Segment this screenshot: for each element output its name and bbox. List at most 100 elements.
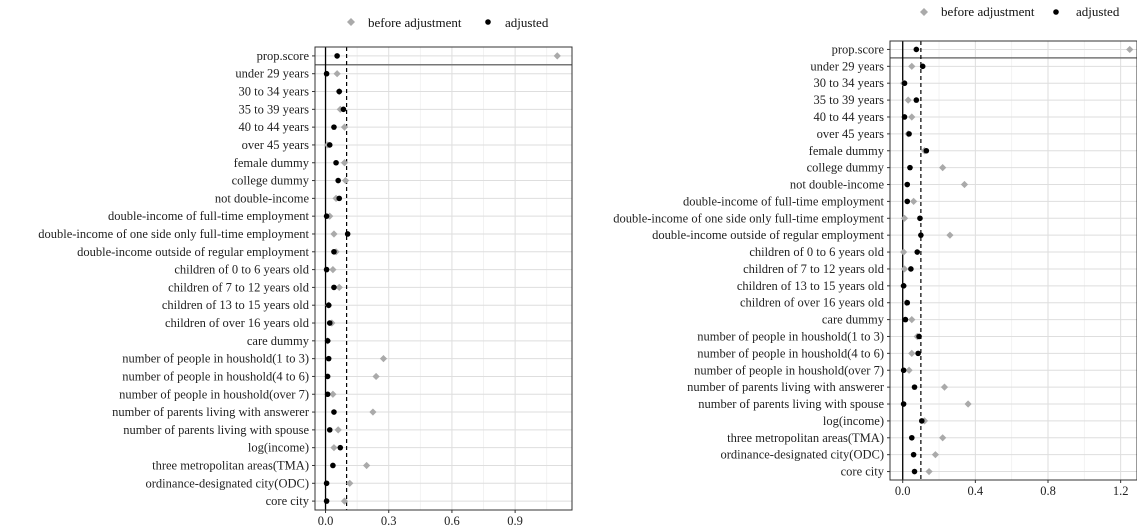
point-before-adjustment (329, 390, 337, 398)
panel-background-right (890, 41, 1137, 480)
y-tick-label: number of parents living with answerer (687, 380, 885, 394)
legend-right-adjusted-label: adjusted (1076, 4, 1120, 19)
y-tick-label: core city (266, 494, 310, 508)
point-adjusted (324, 391, 331, 398)
y-tick-label: three metropolitan areas(TMA) (727, 431, 884, 445)
point-adjusted (923, 147, 930, 154)
point-before-adjustment (910, 197, 918, 206)
x-tick-label: 0.8 (1040, 484, 1056, 498)
legend-right-before-label: before adjustment (941, 4, 1035, 19)
point-adjusted (906, 131, 912, 137)
point-adjusted (344, 231, 351, 237)
point-before-adjustment (333, 70, 341, 78)
y-tick-label: under 29 years (810, 59, 884, 73)
point-adjusted (918, 418, 925, 424)
panel-border-left (314, 46, 573, 511)
point-adjusted (326, 427, 333, 433)
y-tick-label: prop.score (832, 42, 885, 56)
point-adjusted (325, 302, 332, 309)
point-before-adjustment (340, 159, 349, 167)
point-adjusted (323, 266, 330, 273)
y-tick-label: children of 7 to 12 years old (168, 280, 310, 294)
y-tick-label: 35 to 39 years (814, 93, 885, 107)
point-before-adjustment (363, 461, 371, 470)
y-tick-label: number of people in houshold(4 to 6) (122, 369, 309, 383)
point-before-adjustment (939, 164, 947, 172)
y-tick-label: college dummy (807, 161, 885, 175)
y-tick-label: number of parents living with answerer (112, 405, 310, 419)
x-tick-label: 0.0 (895, 484, 911, 498)
point-before-adjustment (900, 265, 909, 273)
y-tick-label: core city (841, 465, 885, 479)
balance-chart-left: prop.score under 29 years 30 to 34 years 35… (38, 46, 573, 527)
y-tick-label: number of parents living with spouse (698, 397, 884, 411)
point-before-adjustment (329, 265, 337, 274)
point-before-adjustment (1126, 45, 1134, 54)
point-adjusted (918, 232, 924, 238)
y-tick-label: number of people in houshold(over 7) (119, 387, 309, 401)
point-adjusted (913, 97, 920, 103)
y-tick-label: 40 to 44 years (814, 110, 885, 124)
y-tick-label: female dummy (234, 156, 310, 170)
y-tick-label: college dummy (232, 174, 310, 188)
point-adjusted (331, 248, 337, 255)
point-adjusted (330, 462, 336, 469)
x-tick-label: 0.9 (507, 514, 523, 527)
point-before-adjustment (908, 113, 916, 121)
point-before-adjustment (939, 434, 947, 442)
point-adjusted (904, 181, 911, 188)
point-adjusted (337, 444, 344, 451)
point-adjusted (334, 53, 340, 59)
y-tick-label: children of 7 to 12 years old (743, 262, 885, 276)
legend-right: before adjustment adjusted (920, 4, 1120, 19)
y-tick-label: care dummy (822, 313, 885, 327)
legend-left: before adjustment adjusted (347, 15, 549, 30)
y-tick-label: children of 13 to 15 years old (737, 279, 885, 293)
point-before-adjustment (900, 214, 909, 222)
point-adjusted (323, 498, 330, 504)
point-adjusted (323, 70, 330, 77)
point-before-adjustment (335, 283, 343, 292)
y-tick-label: prop.score (257, 49, 310, 63)
point-before-adjustment (931, 451, 940, 459)
y-tick-label: log(income) (823, 414, 884, 428)
point-adjusted (913, 46, 920, 53)
point-adjusted (331, 284, 337, 291)
y-tick-label: double-income outside of regular employm… (77, 245, 309, 259)
point-adjusted (900, 367, 907, 374)
point-before-adjustment (908, 349, 916, 357)
y-tick-label: number of people in houshold(1 to 3) (697, 329, 884, 343)
y-tick-label: children of 0 to 6 years old (174, 263, 309, 277)
point-adjusted (331, 124, 337, 130)
y-tick-label: over 45 years (242, 138, 309, 152)
legend-right-adjusted-marker (1053, 9, 1059, 15)
point-before-adjustment (330, 444, 338, 452)
point-adjusted (908, 266, 914, 272)
y-tick-label: not double-income (215, 191, 310, 205)
point-before-adjustment (900, 248, 908, 256)
point-before-adjustment (904, 96, 912, 104)
y-tick-label: number of parents living with spouse (123, 423, 309, 437)
point-adjusted (911, 384, 918, 390)
point-before-adjustment (960, 180, 969, 189)
y-tick-label: double-income outside of regular employm… (652, 228, 884, 242)
point-before-adjustment (553, 52, 561, 60)
point-adjusted (901, 114, 908, 120)
point-adjusted (323, 213, 330, 219)
point-adjusted (323, 480, 330, 487)
point-adjusted (900, 401, 907, 407)
y-tick-label: double-income of one side only full-time… (38, 227, 309, 241)
point-adjusted (331, 409, 337, 415)
y-tick-label: ordinance-designated city(ODC) (721, 448, 884, 462)
legend-left-before-label: before adjustment (368, 15, 462, 30)
point-before-adjustment (341, 176, 350, 185)
y-tick-label: double-income of one side only full-time… (613, 211, 884, 225)
y-tick-label: over 45 years (817, 127, 884, 141)
y-tick-label: children of 0 to 6 years old (749, 245, 884, 259)
point-adjusted (916, 333, 922, 340)
point-before-adjustment (908, 315, 916, 324)
y-tick-label: children of over 16 years old (740, 296, 885, 310)
point-adjusted (335, 177, 341, 184)
point-adjusted (904, 198, 911, 205)
legend-left-adjusted-marker (485, 19, 491, 25)
